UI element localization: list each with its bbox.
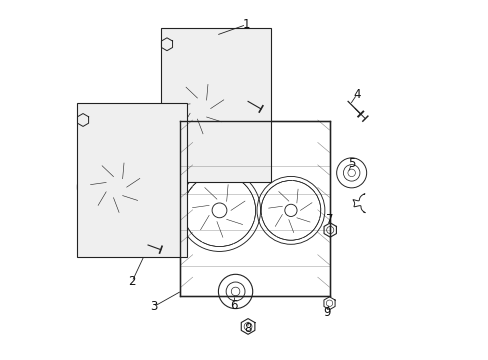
Text: 5: 5 — [347, 157, 355, 170]
Text: 2: 2 — [128, 275, 136, 288]
Text: 1: 1 — [242, 18, 249, 31]
Text: 6: 6 — [229, 298, 237, 311]
Text: 4: 4 — [352, 88, 360, 101]
Bar — [160, 28, 271, 182]
Text: 7: 7 — [326, 213, 333, 226]
Bar — [77, 103, 187, 257]
Bar — [180, 121, 329, 296]
Text: 9: 9 — [322, 306, 330, 319]
Text: 3: 3 — [149, 300, 157, 313]
Text: 8: 8 — [244, 322, 251, 335]
